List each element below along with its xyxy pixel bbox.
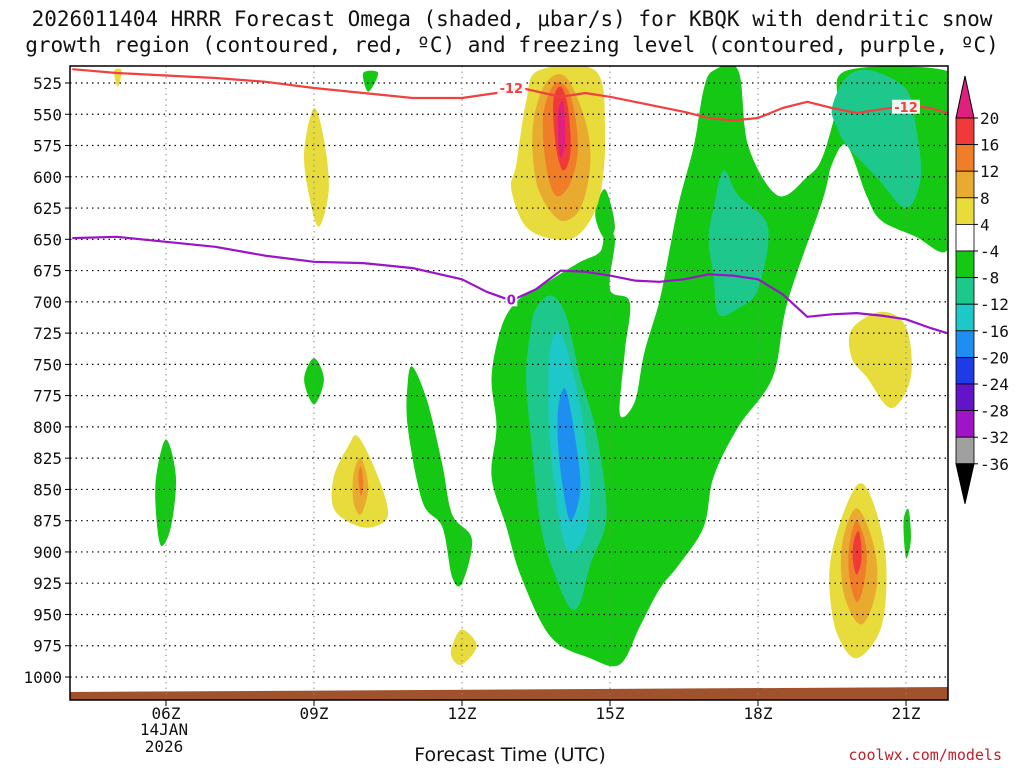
colorbar-swatch-1 — [955, 117, 975, 146]
colorbar-label-12: -32 — [980, 428, 1009, 447]
omega-region-neg4-1 — [595, 189, 615, 240]
y-axis: 525 550 575 600 625 650 675 700 725 750 775 800 825 8… — [23, 74, 70, 687]
xtick-date: 14JAN — [140, 720, 188, 739]
colorbar-label-9: -20 — [980, 348, 1009, 367]
ytick-label-575: 575 — [33, 137, 62, 156]
omega-region-16-27 — [852, 531, 862, 575]
omega-shading — [114, 66, 948, 667]
omega-region-neg4-7 — [903, 508, 911, 559]
ytick-label-625: 625 — [33, 199, 62, 218]
ytick-label-850: 850 — [33, 480, 62, 499]
credit-link[interactable]: coolwx.com/models — [848, 746, 1002, 764]
colorbar-swatch-5 — [955, 223, 975, 252]
omega-region-4-19 — [114, 68, 122, 87]
colorbar-top-arrow — [955, 75, 975, 119]
contour-freezing — [72, 235, 948, 335]
contour-label-1: -12 — [894, 101, 918, 116]
ytick-label-650: 650 — [33, 230, 62, 249]
omega-region-12-24 — [358, 466, 364, 496]
colorbar-swatch-10 — [955, 356, 975, 385]
xtick-year: 2026 — [145, 737, 184, 756]
omega-region-4-18 — [450, 629, 477, 665]
omega-region-neg4-2 — [406, 366, 473, 587]
colorbar-label-7: -12 — [980, 295, 1009, 314]
xtick-label-09Z: 09Z — [300, 704, 329, 723]
xtick-label-15Z: 15Z — [596, 704, 625, 723]
xtick-label-21Z: 21Z — [892, 704, 921, 723]
plot-frame — [69, 65, 949, 701]
title-line-2: growth region (contoured, red, ºC) and f… — [25, 33, 999, 57]
colorbar-label-13: -36 — [980, 455, 1009, 474]
colorbar-label-5: -4 — [980, 242, 999, 261]
terrain-layer — [70, 687, 948, 700]
terrain — [70, 687, 948, 700]
ytick-label-1000: 1000 — [23, 668, 62, 687]
ytick-label-925: 925 — [33, 574, 62, 593]
colorbar-swatch-6 — [955, 250, 975, 279]
contour-label-bg — [497, 81, 526, 96]
colorbar-swatch-11 — [955, 383, 975, 412]
ytick-label-700: 700 — [33, 293, 62, 312]
colorbar-label-0: 20 — [980, 109, 999, 128]
contour-dendritic — [72, 68, 948, 122]
omega-region-4-16 — [848, 311, 912, 409]
colorbar-bottom-arrow — [955, 463, 975, 504]
colorbar-label-11: -28 — [980, 402, 1009, 421]
colorbar-label-10: -24 — [980, 375, 1009, 394]
ytick-label-675: 675 — [33, 262, 62, 281]
ytick-label-900: 900 — [33, 543, 62, 562]
ytick-label-775: 775 — [33, 387, 62, 406]
colorbar-label-6: -8 — [980, 269, 999, 288]
x-axis-label: Forecast Time (UTC) — [414, 744, 606, 766]
contour-lines: -12 -12 0 — [72, 68, 948, 335]
omega-region-neg4-3 — [155, 439, 177, 546]
colorbar-swatch-4 — [955, 197, 975, 225]
chart-title: 2026011404 HRRR Forecast Omega (shaded, … — [0, 6, 1024, 58]
contour-label-bg — [892, 99, 920, 114]
omega-region-neg4-5 — [362, 70, 379, 92]
colorbar-swatch-9 — [955, 330, 975, 358]
grid-lines — [70, 66, 948, 700]
colorbar-label-4: 4 — [980, 215, 990, 234]
colorbar-swatch-8 — [955, 303, 975, 332]
ytick-label-600: 600 — [33, 168, 62, 187]
xtick-label-18Z: 18Z — [744, 704, 773, 723]
ytick-label-550: 550 — [33, 105, 62, 124]
colorbar-swatch-13 — [955, 436, 975, 465]
xtick-label-06Z: 06Z — [152, 704, 181, 723]
ytick-label-525: 525 — [33, 74, 62, 93]
omega-region-4-14 — [303, 107, 329, 227]
ytick-label-725: 725 — [33, 324, 62, 343]
colorbar-label-1: 16 — [980, 136, 999, 155]
colorbar-label-8: -16 — [980, 322, 1009, 341]
colorbar-swatch-3 — [955, 170, 975, 199]
ytick-label-975: 975 — [33, 637, 62, 656]
contour-label-0: -12 — [500, 82, 524, 97]
colorbar-swatch-2 — [955, 144, 975, 172]
colorbar-label-3: 8 — [980, 189, 990, 208]
xtick-label-12Z: 12Z — [448, 704, 477, 723]
title-line-1: 2026011404 HRRR Forecast Omega (shaded, … — [31, 7, 993, 31]
ytick-label-950: 950 — [33, 605, 62, 624]
omega-region-neg16-12 — [557, 388, 581, 521]
colorbar-swatch-7 — [955, 277, 975, 305]
contour-label-bg — [505, 292, 518, 307]
omega-region-neg4-4 — [304, 358, 324, 405]
ytick-label-800: 800 — [33, 418, 62, 437]
colorbar: 20 16 12 8 4 -4 -8 -12 -16 -20 -24 -28 -32 -36 — [955, 75, 1009, 504]
colorbar-label-2: 12 — [980, 162, 999, 181]
ytick-label-825: 825 — [33, 449, 62, 468]
ytick-label-750: 750 — [33, 355, 62, 374]
ytick-label-875: 875 — [33, 512, 62, 531]
colorbar-swatch-12 — [955, 410, 975, 438]
contour-label-0: 0 — [507, 293, 516, 308]
